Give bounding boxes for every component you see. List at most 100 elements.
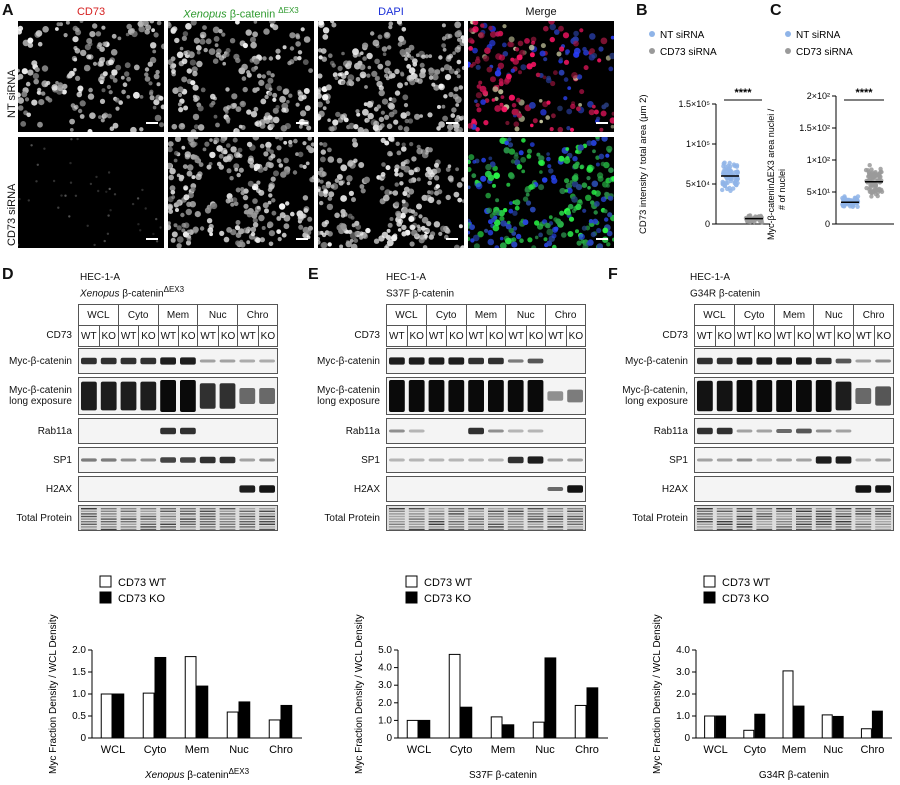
- scatter-point: [727, 185, 732, 191]
- y-tick-label: 5×10⁴: [686, 179, 710, 189]
- x-tick-label: WCL: [101, 744, 125, 756]
- panel-label-c: C: [770, 2, 782, 19]
- blot-header: HEC-1-A S37F β-catenin: [386, 272, 454, 300]
- bar: [112, 693, 125, 739]
- scatter-point: [724, 175, 729, 181]
- blot-bands: [389, 380, 583, 412]
- cd73-row-label: CD73: [46, 330, 72, 341]
- scale-bar: [596, 122, 608, 124]
- x-axis-label: Xenopus β-cateninΔEX3: [144, 767, 250, 780]
- construct-text: β-catenin: [119, 288, 164, 300]
- scatter-point: [731, 186, 736, 191]
- y-tick-label: 0: [705, 219, 710, 229]
- bar: [544, 657, 557, 739]
- legend-label: CD73 WT: [722, 577, 771, 589]
- x-tick-label: Chro: [860, 744, 884, 756]
- y-tick-label: 0.5: [72, 711, 86, 722]
- scale-bar: [446, 122, 458, 124]
- micrograph-kd-dapi: [318, 137, 464, 248]
- blot-bands: [389, 508, 583, 531]
- scatter-point: [727, 160, 732, 166]
- bar: [238, 701, 251, 739]
- bar: [100, 693, 113, 739]
- scale-bar: [146, 122, 158, 124]
- genotype-header: WT: [78, 325, 100, 347]
- legend-marker-nt: [785, 31, 791, 37]
- scale-bar: [446, 238, 458, 240]
- blot-strip: [78, 348, 278, 374]
- x-tick-label: Nuc: [229, 744, 249, 756]
- x-tick-label: WCL: [703, 744, 727, 756]
- y-axis-label: Myc Fraction Density / WCL Density: [354, 614, 365, 774]
- scatter-point: [723, 168, 729, 174]
- bar: [502, 724, 515, 739]
- fraction-header: Nuc: [813, 304, 855, 326]
- column-title-text: CD73: [76, 6, 106, 18]
- blot-row-label: Myc-β-catenin: [9, 356, 72, 367]
- blot-strip: [694, 348, 894, 374]
- y-tick-label: 5×10¹: [807, 187, 830, 197]
- y-axis-label: Myc Fraction Density / WCL Density: [48, 614, 59, 774]
- x-tick-label: Nuc: [535, 744, 555, 756]
- bar: [782, 670, 794, 739]
- blot-strip: [386, 418, 586, 444]
- y-tick-label: 5.0: [378, 645, 392, 656]
- x-tick-label: Nuc: [823, 744, 843, 756]
- blot-row-label: Rab11a: [653, 426, 688, 437]
- bar: [418, 719, 431, 739]
- genotype-header: WT: [117, 325, 140, 347]
- fraction-header: Cyto: [117, 304, 159, 326]
- bar-chart-d: CD73 WT CD73 KO 0 0.5 1.0 1.5 2.0 WCL Cyto Mem Nuc…: [20, 572, 310, 781]
- blot-bands: [697, 508, 891, 531]
- fraction-header: Chro: [237, 304, 278, 326]
- y-axis-label-line1: Myc-β-cateninΔEX3 area nuclei /: [766, 108, 776, 240]
- micrograph-nt-dapi: [318, 21, 464, 132]
- scatter-point: [869, 167, 874, 172]
- x-tick-label: Mem: [782, 744, 806, 756]
- micrograph-nt-beta-catenin: [168, 21, 314, 132]
- blot-row-label: Myc-β-catenin long exposure: [9, 385, 72, 407]
- bar: [871, 710, 883, 739]
- cell-line-label: HEC-1-A: [386, 272, 427, 283]
- scatter-point: [734, 164, 740, 169]
- cd73-row-label: CD73: [354, 330, 380, 341]
- legend-label: CD73 WT: [118, 577, 167, 589]
- blot-bands: [81, 456, 275, 464]
- bar: [754, 713, 766, 739]
- genotype-header: KO: [714, 325, 735, 347]
- scatter-point: [725, 180, 730, 186]
- scatter-plot-c: NT siRNA CD73 siRNA 0 5×10¹ 1×10² 1.5×10² 2×…: [766, 20, 900, 252]
- micrograph-image: [168, 137, 314, 248]
- cd73-row-label: CD73: [662, 330, 688, 341]
- genotype-header: WT: [505, 325, 527, 347]
- column-title-text: DAPI: [378, 6, 404, 18]
- blot-strip: [78, 377, 278, 415]
- panel-label-b: B: [636, 2, 648, 19]
- y-axis-label-line2: # of nuclei: [777, 169, 787, 210]
- bar: [586, 687, 599, 739]
- genotype-header: WT: [773, 325, 796, 347]
- x-tick-label: Mem: [185, 744, 209, 756]
- genotype-header: WT: [694, 325, 716, 347]
- legend-label-nt: NT siRNA: [660, 30, 705, 41]
- scatter-point: [877, 188, 883, 193]
- construct-sup: ΔEX3: [163, 285, 185, 294]
- genotype-header: WT: [465, 325, 488, 347]
- fraction-header: Nuc: [505, 304, 547, 326]
- blot-row-label: Rab11a: [37, 426, 72, 437]
- blot-row-label: Myc-β-catenin, long exposure: [622, 385, 688, 407]
- micrograph-nt-cd73: [18, 21, 164, 132]
- blot-row-label: Total Protein: [632, 513, 688, 524]
- y-tick-label: 3.0: [378, 680, 392, 691]
- bar: [532, 721, 545, 739]
- genotype-header: KO: [406, 325, 427, 347]
- bar-chart-e-svg: CD73 WT CD73 KO 0 1.0 2.0 3.0 4.0 5.0 WCL Cyto Mem…: [354, 575, 608, 781]
- cell-line-label: HEC-1-A: [80, 272, 121, 283]
- fraction-header: Cyto: [733, 304, 775, 326]
- genotype-header: KO: [565, 325, 587, 347]
- cell-line-label: HEC-1-A: [690, 272, 731, 283]
- column-title-dapi: DAPI: [318, 6, 464, 18]
- legend-label: CD73 KO: [118, 593, 166, 605]
- micrograph-image: [318, 21, 464, 132]
- legend-label: CD73 KO: [722, 593, 770, 605]
